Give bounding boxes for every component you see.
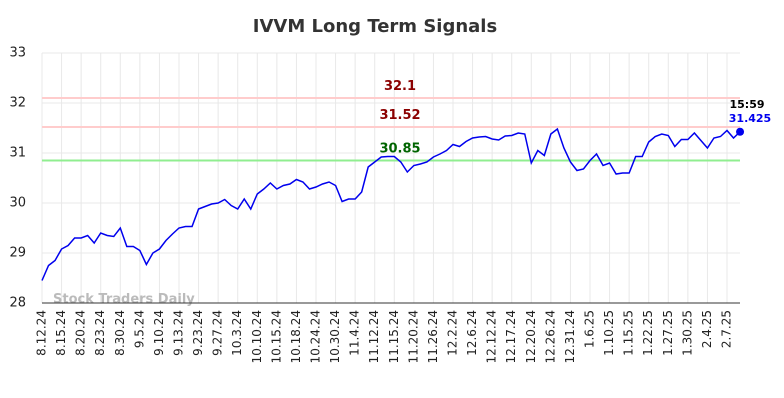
x-tick-label: 2.4.25 bbox=[700, 310, 714, 348]
last-value: 31.425 bbox=[729, 112, 771, 125]
last-point bbox=[736, 127, 745, 136]
x-tick-label: 8.23.24 bbox=[93, 310, 107, 356]
x-tick-label: 9.23.24 bbox=[191, 310, 205, 356]
signal-label: 32.1 bbox=[384, 79, 416, 94]
x-tick-label: 2.7.25 bbox=[720, 310, 734, 348]
x-tick-label: 9.5.24 bbox=[132, 310, 146, 348]
x-tick-label: 8.12.24 bbox=[35, 310, 49, 356]
x-tick-label: 9.27.24 bbox=[211, 310, 225, 356]
x-tick-label: 12.6.24 bbox=[465, 310, 479, 356]
y-tick-label: 30 bbox=[9, 196, 26, 211]
x-tick-label: 10.18.24 bbox=[289, 310, 303, 363]
x-tick-label: 1.22.25 bbox=[641, 310, 655, 356]
x-tick-label: 12.26.24 bbox=[543, 310, 557, 363]
last-time: 15:59 bbox=[729, 98, 764, 111]
x-tick-label: 11.15.24 bbox=[387, 310, 401, 363]
y-tick-label: 31 bbox=[9, 146, 26, 161]
y-tick-label: 28 bbox=[9, 296, 26, 311]
y-tick-label: 29 bbox=[9, 246, 26, 261]
x-tick-label: 8.30.24 bbox=[113, 310, 127, 356]
x-tick-label: 9.13.24 bbox=[172, 310, 186, 356]
x-tick-label: 1.10.25 bbox=[602, 310, 616, 356]
x-tick-label: 1.27.25 bbox=[661, 310, 675, 356]
x-tick-label: 10.30.24 bbox=[328, 310, 342, 363]
chart-title: IVVM Long Term Signals bbox=[253, 16, 497, 37]
x-tick-label: 12.12.24 bbox=[485, 310, 499, 363]
price-line bbox=[41, 127, 741, 281]
x-tick-label: 8.20.24 bbox=[74, 310, 88, 356]
x-tick-label: 1.30.25 bbox=[680, 310, 694, 356]
x-tick-label: 12.2.24 bbox=[446, 310, 460, 356]
x-tick-label: 1.6.25 bbox=[583, 310, 597, 348]
x-tick-label: 11.26.24 bbox=[426, 310, 440, 363]
x-tick-label: 11.12.24 bbox=[367, 310, 381, 363]
watermark: Stock Traders Daily bbox=[53, 292, 195, 307]
y-tick-label: 32 bbox=[9, 96, 26, 111]
x-tick-label: 11.4.24 bbox=[348, 310, 362, 356]
x-tick-label: 8.15.24 bbox=[54, 310, 68, 356]
x-tick-label: 11.20.24 bbox=[406, 310, 420, 363]
signal-label: 31.52 bbox=[379, 108, 420, 123]
x-tick-label: 12.31.24 bbox=[563, 310, 577, 363]
signal-label: 30.85 bbox=[379, 142, 420, 157]
x-tick-label: 10.15.24 bbox=[269, 310, 283, 363]
y-tick-label: 33 bbox=[9, 46, 26, 61]
x-tick-label: 1.15.25 bbox=[622, 310, 636, 356]
x-tick-label: 12.17.24 bbox=[504, 310, 518, 363]
x-tick-label: 10.3.24 bbox=[230, 310, 244, 356]
x-tick-label: 12.20.24 bbox=[524, 310, 538, 363]
x-tick-label: 10.10.24 bbox=[250, 310, 264, 363]
x-tick-label: 10.24.24 bbox=[309, 310, 323, 363]
x-tick-label: 9.10.24 bbox=[152, 310, 166, 356]
